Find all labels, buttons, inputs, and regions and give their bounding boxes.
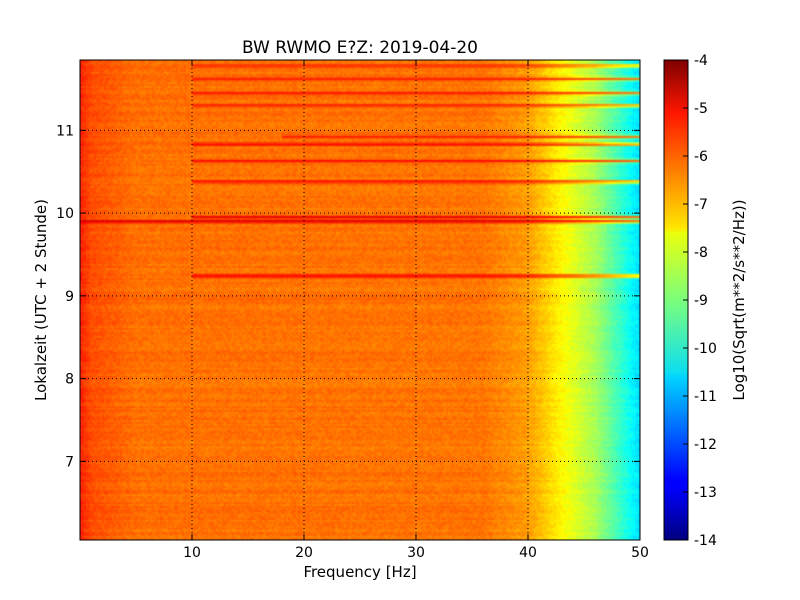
colorbar-label: Log10(Sqrt(m**2/s**2/Hz)): [730, 199, 748, 400]
x-tick-label: 50: [631, 545, 649, 561]
plot-frame: [79, 59, 641, 541]
colorbar-tick-label: -12: [694, 437, 717, 453]
y-tick-label: 10: [56, 206, 74, 222]
y-axis-ticks: 7 8 9 10 11: [56, 123, 640, 470]
grid-lines: [80, 60, 640, 540]
colorbar-tick-label: -13: [694, 485, 717, 501]
x-tick-label: 20: [295, 545, 313, 561]
spectrogram-heatmap: [80, 60, 640, 540]
colorbar-tick-label: -4: [694, 53, 708, 69]
y-tick-label: 7: [65, 454, 74, 470]
y-tick-label: 9: [65, 289, 74, 305]
x-tick-label: 40: [519, 545, 537, 561]
plot-area: [80, 60, 640, 540]
colorbar-tick-label: -9: [694, 293, 708, 309]
colorbar-tick-label: -8: [694, 245, 708, 261]
x-axis-ticks: 10 20 30 40 50: [183, 60, 649, 561]
y-tick-label: 11: [56, 123, 74, 139]
colorbar-tick-label: -14: [694, 533, 717, 549]
y-tick-label: 8: [65, 372, 74, 388]
colorbar-tick-label: -10: [694, 341, 717, 357]
colorbar-tick-label: -5: [694, 101, 708, 117]
y-axis-label: Lokalzeit (UTC + 2 Stunde): [32, 199, 50, 401]
colorbar-ticks: -4 -5 -6 -7 -8 -9 -10 -11 -12 -13 -14: [683, 53, 717, 549]
colorbar-tick-label: -7: [694, 197, 708, 213]
x-tick-label: 10: [183, 545, 201, 561]
colorbar-tick-label: -11: [694, 389, 717, 405]
chart-title: BW RWMO E?Z: 2019-04-20: [242, 38, 478, 58]
colorbar-tick-label: -6: [694, 149, 708, 165]
x-axis-label: Frequency [Hz]: [303, 563, 416, 581]
x-tick-label: 30: [407, 545, 425, 561]
